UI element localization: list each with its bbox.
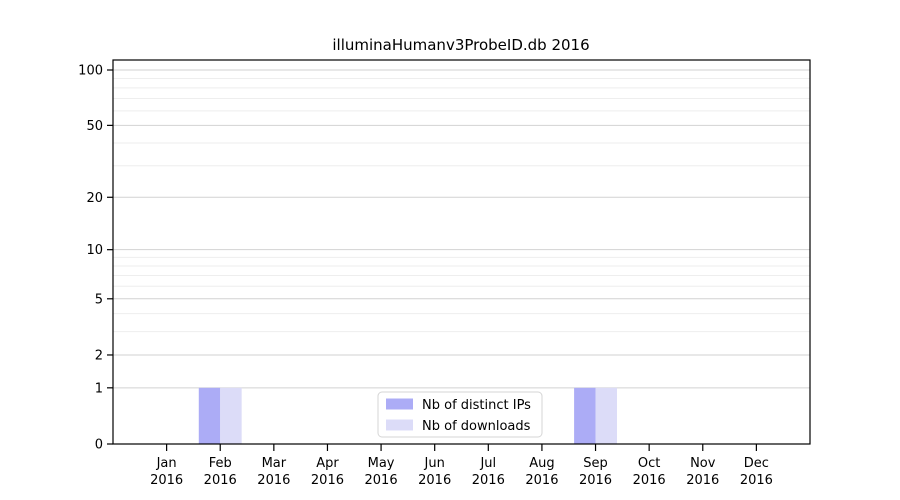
- legend-swatch-downloads-icon: [386, 419, 413, 431]
- y-tick-label: 1: [95, 381, 103, 396]
- bar-downloads: [595, 387, 617, 444]
- bar-distinct-ips: [198, 387, 221, 444]
- legend-label-downloads: Nb of downloads: [422, 419, 531, 434]
- x-tick-label-year: 2016: [418, 473, 451, 488]
- plot-border: [112, 59, 811, 445]
- x-tick-label-month: May: [368, 456, 395, 471]
- legend-swatch-distinct-ips-icon: [386, 398, 413, 410]
- x-tick-label-year: 2016: [525, 473, 558, 488]
- y-axis: 0 1 2 5 10 20 50 100: [78, 64, 113, 453]
- major-gridlines: [113, 69, 810, 389]
- x-tick-label-month: Jun: [424, 456, 445, 471]
- y-tick-label: 0: [95, 438, 103, 453]
- legend-box: [377, 391, 543, 438]
- bar-downloads: [220, 387, 242, 444]
- chart-title: illuminaHumanv3ProbeID.db 2016: [332, 36, 589, 54]
- x-tick-label-month: Oct: [638, 456, 660, 471]
- x-tick-label-month: Mar: [262, 456, 287, 471]
- x-tick-label-month: Apr: [316, 456, 339, 471]
- x-tick-label-year: 2016: [740, 473, 773, 488]
- x-tick-label-year: 2016: [472, 473, 505, 488]
- x-tick-label-year: 2016: [311, 473, 344, 488]
- legend: Nb of distinct IPs Nb of downloads: [377, 391, 543, 438]
- x-tick-label-month: Sep: [583, 456, 608, 471]
- x-axis: Jan 2016 Feb 2016 Mar 2016 Apr 2016 May 2016 Jun 20…: [150, 444, 773, 488]
- y-tick-label: 2: [95, 348, 103, 363]
- y-tick-label: 100: [78, 64, 103, 79]
- x-tick-label-year: 2016: [204, 473, 237, 488]
- y-tick-label: 20: [86, 191, 103, 206]
- x-tick-label-month: Dec: [744, 456, 769, 471]
- bars-group: [198, 387, 617, 444]
- bar-distinct-ips: [574, 387, 596, 444]
- x-tick-label-year: 2016: [150, 473, 183, 488]
- y-tick-label: 50: [86, 119, 103, 134]
- x-tick-label-month: Nov: [690, 456, 716, 471]
- x-tick-label-month: Jan: [156, 456, 177, 471]
- x-tick-label-month: Aug: [529, 456, 554, 471]
- legend-label-distinct-ips: Nb of distinct IPs: [422, 398, 531, 413]
- y-tick-label: 5: [95, 292, 103, 307]
- x-tick-label-year: 2016: [257, 473, 290, 488]
- x-tick-label-year: 2016: [579, 473, 612, 488]
- x-tick-label-month: Feb: [209, 456, 232, 471]
- minor-gridlines: [113, 77, 810, 333]
- x-tick-label-year: 2016: [686, 473, 719, 488]
- y-tick-label: 10: [86, 243, 103, 258]
- x-tick-label-month: Jul: [479, 456, 496, 471]
- x-tick-label-year: 2016: [633, 473, 666, 488]
- x-tick-label-year: 2016: [365, 473, 398, 488]
